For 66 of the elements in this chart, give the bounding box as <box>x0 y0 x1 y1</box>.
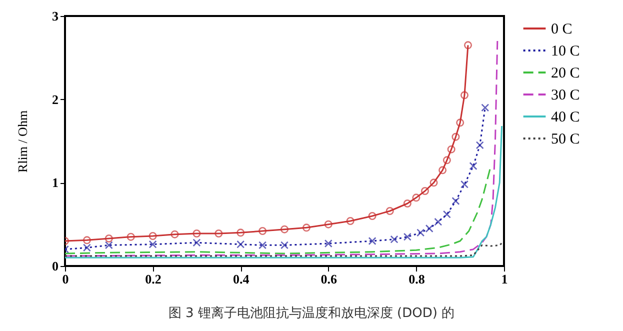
point <box>258 241 267 250</box>
point <box>302 224 310 232</box>
legend-label: 50 C <box>551 132 580 148</box>
point <box>412 194 420 202</box>
x-tick-label: 0.2 <box>145 272 162 286</box>
point <box>452 132 460 141</box>
legend-label: 20 C <box>551 66 580 82</box>
point <box>192 230 201 238</box>
point <box>280 241 289 250</box>
point <box>148 232 157 240</box>
point <box>214 230 223 238</box>
y-tick-label: 2 <box>52 92 58 107</box>
x-tick-label: 0.8 <box>408 272 426 286</box>
point <box>368 212 376 220</box>
point <box>416 228 425 237</box>
point <box>82 236 91 244</box>
point <box>420 187 429 195</box>
point <box>442 210 451 218</box>
x-tick-label: 0 <box>62 272 69 286</box>
y-tick-label: 3 <box>52 8 59 24</box>
point <box>386 207 394 215</box>
point <box>346 217 354 225</box>
point <box>236 228 245 237</box>
legend-label: 0 C <box>551 22 572 38</box>
line-series <box>65 125 503 258</box>
y-axis-title: Rlim / Ohm <box>15 110 30 173</box>
point <box>170 230 179 238</box>
line-series <box>65 240 504 257</box>
point <box>460 91 468 100</box>
point <box>481 104 490 112</box>
point <box>324 220 332 228</box>
x-tick-label: 0.6 <box>320 272 338 286</box>
point <box>280 225 289 234</box>
point <box>390 235 398 244</box>
point <box>425 224 434 233</box>
point <box>469 162 478 170</box>
point <box>452 196 460 206</box>
point <box>258 227 267 235</box>
point <box>324 239 332 248</box>
point <box>434 218 442 226</box>
point <box>368 236 376 246</box>
point <box>442 156 451 164</box>
point <box>403 232 412 241</box>
point <box>148 240 157 248</box>
point <box>447 145 456 154</box>
point <box>403 200 412 208</box>
caption: 图 3 锂离子电池阻抗与温度和放电深度 (DOD) 的 <box>167 305 456 322</box>
y-tick-label: 0 <box>52 258 58 274</box>
point <box>104 234 113 242</box>
x-tick-label: 1 <box>501 272 508 286</box>
legend-label: 10 C <box>551 44 580 60</box>
legend-label: 40 C <box>551 110 580 126</box>
point <box>460 180 468 188</box>
point <box>104 241 113 250</box>
point <box>192 238 201 247</box>
point <box>82 244 91 252</box>
point <box>126 232 135 241</box>
x-tick-label: 0.4 <box>232 272 250 286</box>
point <box>476 141 484 150</box>
point <box>456 118 464 127</box>
y-tick-label: 1 <box>52 175 58 190</box>
point <box>236 240 245 248</box>
point <box>430 178 438 187</box>
point <box>438 166 447 174</box>
legend-label: 30 C <box>551 88 580 104</box>
point <box>464 41 472 50</box>
